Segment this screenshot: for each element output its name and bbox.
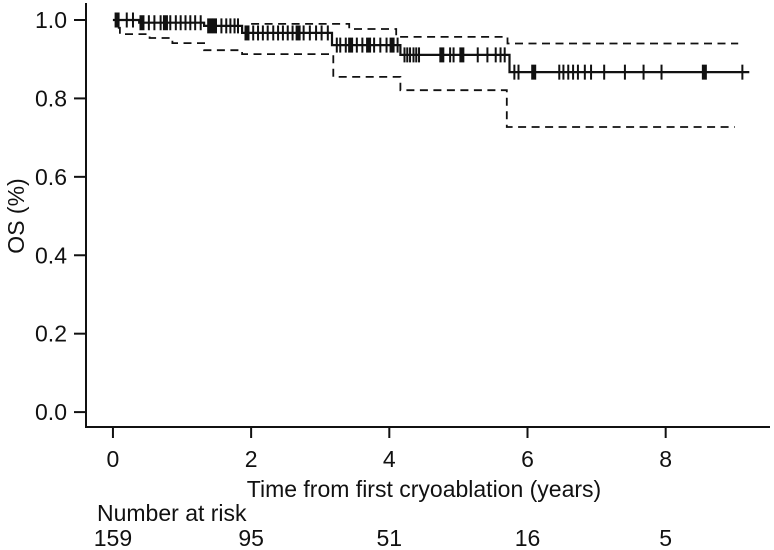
y-tick-label: 1.0: [35, 7, 67, 33]
y-axis-title: OS (%): [3, 178, 29, 253]
y-tick-label: 0.6: [35, 164, 67, 190]
x-tick-label: 2: [245, 446, 258, 472]
x-axis-ticks: 0 2 4 6 8: [107, 427, 672, 472]
y-tick-label: 0.2: [35, 321, 67, 347]
censor-marks: [114, 12, 744, 80]
risk-count: 95: [238, 525, 264, 550]
ci-lower-line: [117, 26, 735, 128]
y-tick-label: 0.8: [35, 85, 67, 111]
risk-count: 5: [659, 525, 672, 550]
x-tick-label: 0: [107, 446, 120, 472]
y-tick-label: 0.0: [35, 399, 67, 425]
confidence-interval-bands: [117, 23, 739, 128]
ci-upper-line: [251, 23, 739, 45]
axes: [85, 3, 770, 428]
risk-count: 51: [377, 525, 403, 550]
x-axis-title: Time from first cryoablation (years): [247, 476, 601, 502]
risk-count: 16: [515, 525, 541, 550]
x-tick-label: 4: [383, 446, 396, 472]
x-tick-label: 8: [659, 446, 672, 472]
x-tick-label: 6: [521, 446, 534, 472]
risk-count: 159: [94, 525, 132, 550]
y-axis-ticks: 0.0 0.2 0.4 0.6 0.8 1.0: [35, 7, 86, 425]
y-tick-label: 0.4: [35, 242, 67, 268]
axis-titles: OS (%) Time from first cryoablation (year…: [3, 178, 601, 502]
risk-table-label: Number at risk: [97, 500, 247, 526]
axis-lines: [85, 3, 770, 428]
